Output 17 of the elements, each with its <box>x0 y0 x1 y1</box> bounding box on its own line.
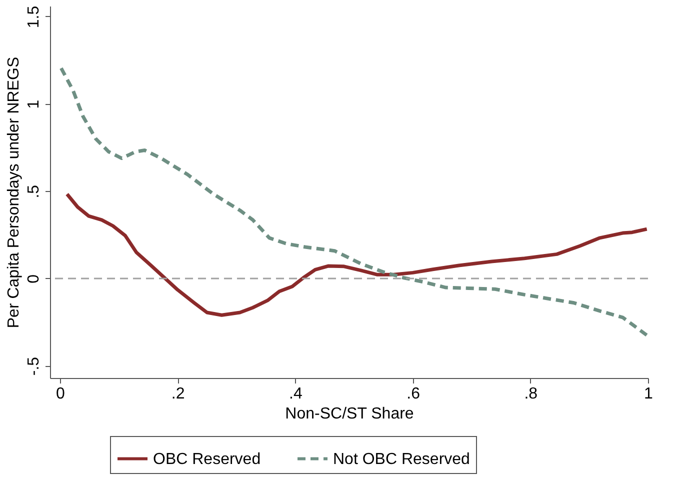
y-tick-label: 1.5 <box>26 6 42 28</box>
legend-label: Not OBC Reserved <box>333 450 470 468</box>
x-tick-label: .4 <box>289 386 302 402</box>
y-tick-label: -.5 <box>26 356 42 376</box>
x-tick-label: .6 <box>406 386 420 402</box>
y-tick-label: 1 <box>26 100 42 109</box>
x-tick-label: .8 <box>524 386 538 402</box>
x-tick-label: 1 <box>644 386 654 402</box>
y-tick-label: 0 <box>26 274 42 284</box>
x-tick-label: 0 <box>56 386 66 402</box>
y-tick-label: .5 <box>26 184 42 198</box>
line-series <box>59 66 648 337</box>
x-axis-title: Non-SC/ST Share <box>285 406 414 422</box>
y-axis-title: Per Capita Persondays under NREGS <box>6 56 22 328</box>
legend-label: OBC Reserved <box>153 450 261 468</box>
x-tick-label: .2 <box>171 386 185 402</box>
line-series <box>65 192 648 317</box>
